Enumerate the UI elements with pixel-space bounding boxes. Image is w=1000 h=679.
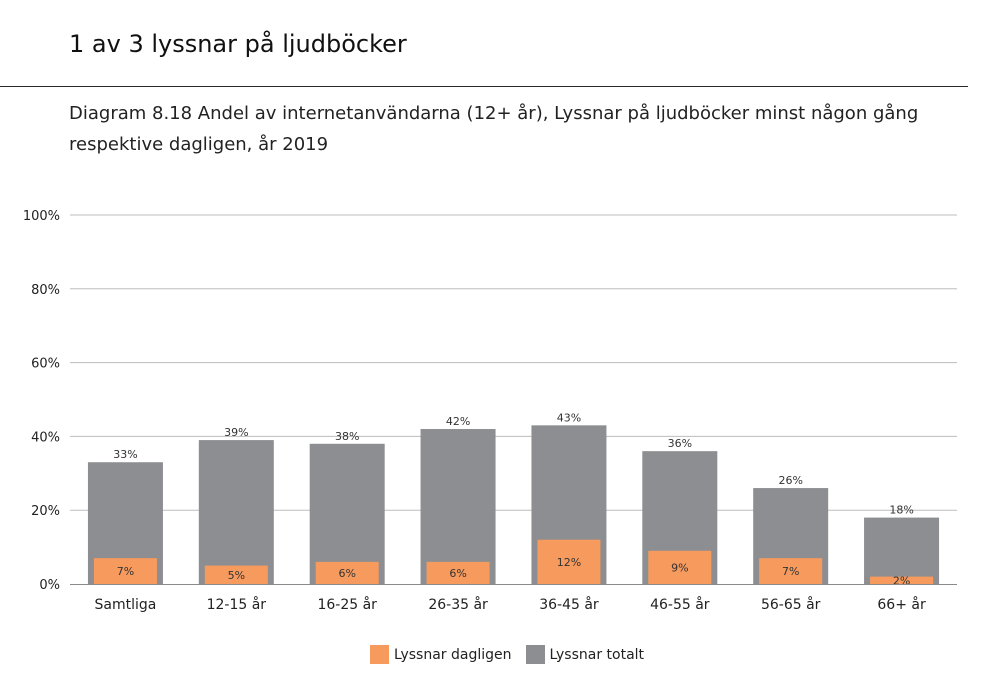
heading-divider xyxy=(0,86,968,87)
data-label-daily: 5% xyxy=(228,569,245,582)
bar-daily xyxy=(759,558,823,584)
x-tick-label: 66+ år xyxy=(877,596,926,613)
x-tick-label: 46-55 år xyxy=(650,596,710,613)
legend-label-total: Lyssnar totalt xyxy=(549,646,645,663)
legend-label-daily: Lyssnar dagligen xyxy=(393,646,512,663)
data-label-total: 18% xyxy=(889,504,913,517)
x-tick-label: Samtliga xyxy=(95,597,157,613)
bar-total xyxy=(420,429,496,584)
y-tick-label: 20% xyxy=(31,504,60,519)
data-label-daily: 9% xyxy=(671,561,688,574)
data-label-daily: 2% xyxy=(893,574,910,587)
legend-item-daily: Lyssnar dagligen xyxy=(369,645,512,664)
y-tick-label: 80% xyxy=(31,283,60,298)
bar-total xyxy=(864,517,940,584)
legend-swatch-daily xyxy=(369,645,389,664)
bar-daily xyxy=(204,565,268,584)
y-tick-label: 100% xyxy=(23,209,60,224)
data-label-total: 43% xyxy=(557,411,581,424)
bar-daily xyxy=(315,561,379,584)
bar-daily xyxy=(426,561,490,584)
x-tick-label: 36-45 år xyxy=(539,596,599,613)
bar-total xyxy=(309,443,385,584)
data-label-total: 33% xyxy=(113,448,137,461)
bar-daily xyxy=(870,576,934,584)
x-tick-label: 12-15 år xyxy=(207,596,267,613)
data-label-total: 42% xyxy=(446,415,470,428)
data-label-total: 38% xyxy=(335,430,359,443)
data-label-daily: 6% xyxy=(449,567,466,580)
chart-legend: Lyssnar dagligen Lyssnar totalt xyxy=(0,645,1000,664)
bar-daily xyxy=(648,550,712,584)
x-tick-label: 56-65 år xyxy=(761,596,821,613)
y-tick-label: 0% xyxy=(39,578,60,593)
chart-caption: Diagram 8.18 Andel av internetanvändarna… xyxy=(69,103,919,155)
x-tick-label: 26-35 år xyxy=(428,596,488,613)
data-label-total: 39% xyxy=(224,426,248,439)
y-tick-label: 60% xyxy=(31,357,60,372)
y-tick-label: 40% xyxy=(31,430,60,445)
bar-daily xyxy=(93,558,157,584)
data-label-daily: 7% xyxy=(117,565,134,578)
page-heading: 1 av 3 lyssnar på ljudböcker xyxy=(69,30,407,58)
legend-swatch-total xyxy=(525,645,545,664)
bar-total xyxy=(198,440,274,584)
data-label-daily: 12% xyxy=(557,556,581,569)
data-label-total: 26% xyxy=(778,474,802,487)
data-label-daily: 7% xyxy=(782,565,799,578)
bar-daily xyxy=(537,539,601,584)
x-tick-label: 16-25 år xyxy=(317,596,377,613)
legend-item-total: Lyssnar totalt xyxy=(525,645,645,664)
data-label-total: 36% xyxy=(668,437,692,450)
data-label-daily: 6% xyxy=(338,567,355,580)
